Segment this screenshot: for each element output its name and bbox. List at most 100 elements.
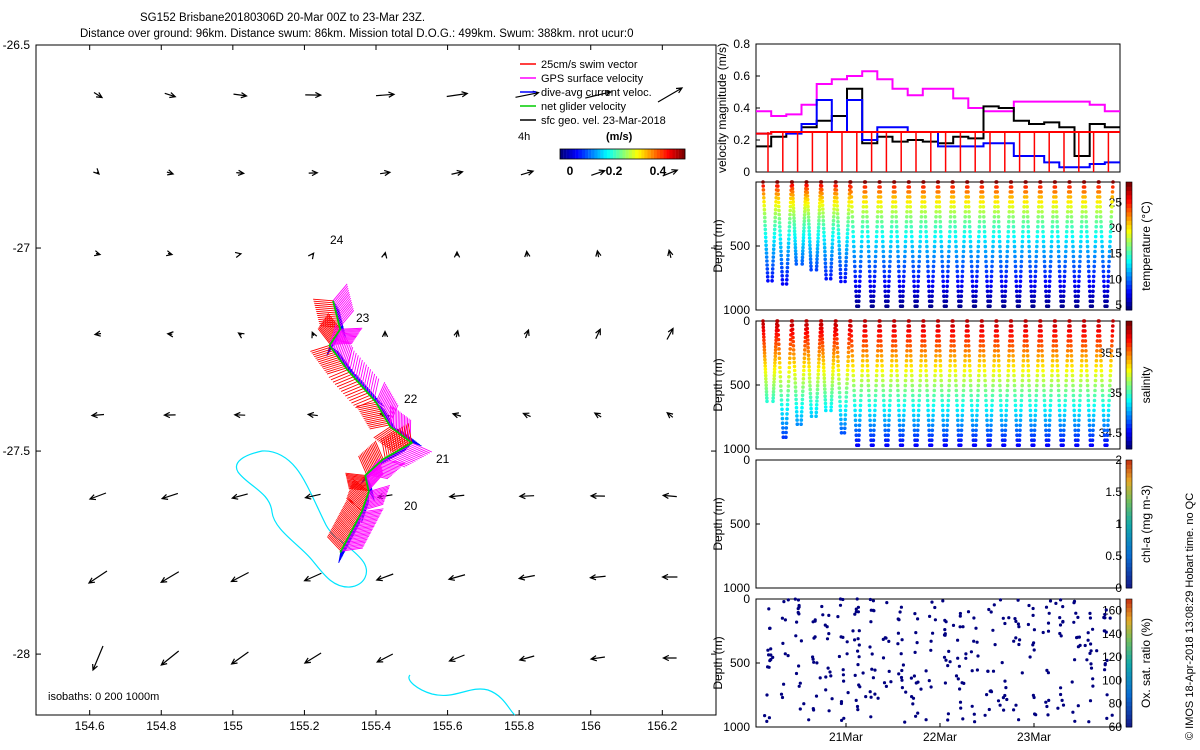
- profile-sample-point: [890, 215, 894, 219]
- profile-sample-point: [971, 289, 975, 294]
- profile-sample-point: [1091, 418, 1096, 423]
- profile-sample-point: [866, 239, 870, 244]
- profile-sample-point: [802, 219, 807, 224]
- profile-sample-point: [1065, 354, 1070, 358]
- profile-sample-point: [941, 274, 945, 279]
- oxygen-sample-point: [972, 639, 976, 643]
- profile-sample-point: [991, 378, 995, 383]
- geostrophic-vector: [308, 169, 319, 177]
- oxygen-sample-point: [972, 712, 976, 716]
- oxygen-sample-point: [972, 616, 976, 620]
- swim-vector: [333, 524, 348, 540]
- profile-sample-point: [1032, 443, 1036, 448]
- profile-sample-point: [777, 208, 781, 213]
- profile-sample-point: [926, 274, 931, 279]
- profile-sample-point: [912, 418, 916, 423]
- profile-sample-point: [765, 271, 770, 275]
- profile-sample-point: [866, 378, 870, 383]
- profile-sample-point: [773, 354, 778, 359]
- profile-sample-point: [998, 244, 1002, 249]
- colorbar-segment: [660, 149, 664, 159]
- profile-sample-point: [947, 239, 952, 244]
- oxygen-sample-point: [1076, 704, 1080, 708]
- profile-sample-point: [910, 249, 915, 254]
- profile-sample-point: [968, 378, 973, 383]
- profile-sample-point: [1005, 254, 1009, 259]
- profile-sample-point: [883, 433, 888, 438]
- profile-sample-point: [806, 338, 810, 342]
- oxygen-sample-point: [1000, 661, 1004, 665]
- profile-sample-point: [1040, 358, 1045, 363]
- profile-colorbar-segment: [1126, 494, 1132, 499]
- profile-colorbar-segment: [1126, 440, 1132, 446]
- profile-sample-point: [864, 334, 868, 338]
- profile-sample-point: [963, 344, 968, 348]
- oxygen-sample-point: [961, 625, 965, 629]
- profile-sample-point: [806, 357, 811, 361]
- geostrophic-vector: [662, 654, 677, 662]
- profile-sample-point: [1049, 383, 1054, 388]
- profile-sample-point: [1080, 354, 1084, 358]
- profile-sample-point: [761, 319, 765, 323]
- oxygen-sample-point: [916, 711, 920, 715]
- profile-sample-point: [1003, 428, 1008, 433]
- profile-sample-point: [996, 210, 1000, 214]
- profile-sample-point: [920, 339, 924, 343]
- profile-sample-point: [794, 401, 799, 406]
- gps-velocity-vector: [368, 473, 384, 491]
- profile-colorbar-segment: [1126, 671, 1132, 677]
- profile-sample-point: [817, 345, 822, 350]
- profile-sample-point: [890, 358, 894, 363]
- profile-sample-point: [905, 215, 909, 219]
- swim-vector: [333, 523, 349, 539]
- profile-sample-point: [778, 375, 783, 379]
- profile-sample-point: [871, 294, 876, 299]
- profile-sample-point: [1000, 294, 1005, 299]
- profile-sample-point: [853, 264, 857, 269]
- profile-sample-point: [791, 209, 796, 214]
- profile-sample-point: [882, 398, 886, 403]
- profile-sample-point: [829, 257, 834, 262]
- profile-sample-point: [786, 245, 791, 249]
- geostrophic-vector: [589, 574, 606, 581]
- profile-sample-point: [1078, 383, 1083, 388]
- profile-sample-point: [1101, 398, 1105, 403]
- oxygen-sample-point: [837, 654, 842, 659]
- profile-sample-point: [1049, 388, 1053, 393]
- profile-sample-point: [807, 236, 812, 240]
- profile-sample-point: [792, 222, 797, 227]
- profile-sample-point: [962, 234, 966, 239]
- profile-sample-point: [999, 413, 1004, 418]
- profile-sample-point: [917, 403, 921, 408]
- profile-sample-point: [836, 355, 840, 359]
- profile-sample-point: [847, 341, 851, 346]
- profile-sample-point: [942, 294, 946, 299]
- profile-sample-point: [1102, 294, 1107, 299]
- gps-velocity-vector: [336, 299, 352, 318]
- profile-sample-point: [955, 264, 959, 269]
- profile-sample-point: [961, 393, 965, 398]
- profile-colorbar-segment: [1126, 722, 1132, 728]
- profile-sample-point: [1110, 195, 1115, 199]
- swim-vector: [346, 498, 362, 514]
- profile-sample-point: [1048, 408, 1052, 413]
- profile-sample-point: [1035, 368, 1040, 373]
- profile-sample-point: [1063, 403, 1067, 408]
- geostrophic-vector: [375, 573, 394, 582]
- profile-sample-point: [955, 259, 959, 264]
- profile-sample-point: [1041, 383, 1046, 388]
- profile-sample-point: [817, 215, 821, 219]
- profile-sample-point: [834, 332, 839, 337]
- profile-sample-point: [821, 351, 825, 356]
- profile-sample-point: [787, 237, 791, 241]
- profile-sample-point: [853, 403, 857, 408]
- swim-vector: [344, 502, 359, 519]
- oxygen-sample-point: [1056, 706, 1060, 710]
- day-label: 24: [330, 233, 344, 247]
- profile-sample-point: [1075, 304, 1080, 309]
- profile-sample-point: [857, 289, 862, 294]
- swim-vector: [359, 454, 369, 474]
- map-ytick-label: -27: [13, 241, 31, 255]
- profile-sample-point: [927, 428, 931, 433]
- swim-vector: [364, 415, 385, 421]
